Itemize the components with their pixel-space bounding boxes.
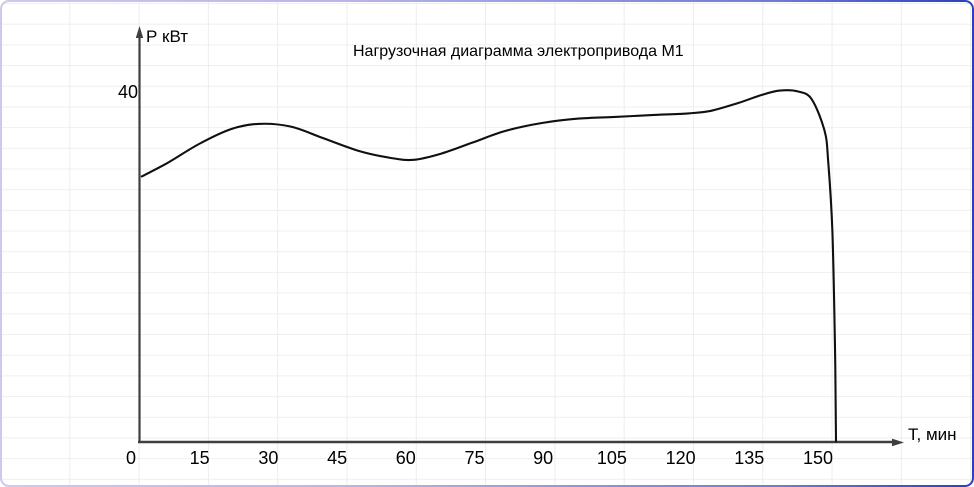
x-axis-label: Т, мин: [908, 425, 957, 444]
y-tick-label: 40: [117, 82, 138, 102]
x-tick-label: 15: [189, 448, 210, 468]
x-axis-arrow-icon: [892, 438, 904, 447]
chart-title: Нагрузочная диаграмма электропривода М1: [353, 43, 684, 60]
x-tick-label: 105: [596, 448, 627, 468]
x-tick-label: 150: [802, 448, 834, 468]
x-tick-label: 30: [258, 448, 279, 468]
x-tick-label: 90: [533, 448, 554, 468]
x-tick-label: 135: [734, 448, 765, 468]
x-tick-label: 75: [464, 448, 485, 468]
x-tick-label: 120: [665, 448, 696, 468]
y-axis-arrow-icon: [135, 26, 144, 38]
x-tick-label: 45: [327, 448, 348, 468]
x-tick-label: 60: [395, 448, 416, 468]
y-axis-label: Р кВт: [146, 27, 189, 46]
load-curve: [140, 89, 838, 443]
x-tick-label: 0: [125, 448, 137, 468]
